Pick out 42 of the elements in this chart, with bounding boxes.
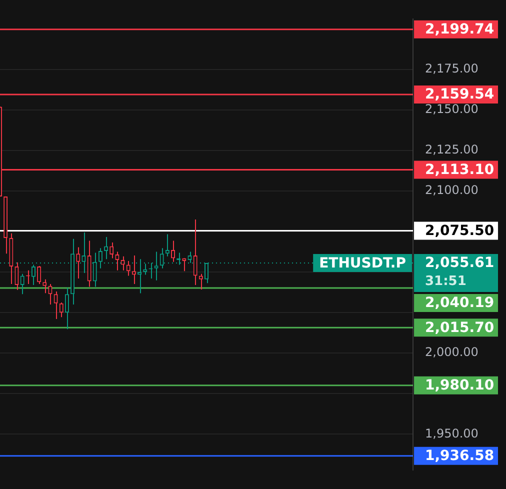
ref-line-label: 2,055.61 bbox=[425, 255, 494, 272]
y-tick-label: 2,100.00 bbox=[425, 183, 478, 198]
candlestick bbox=[42, 278, 47, 294]
ref-line-label: 2,113.10 bbox=[425, 162, 494, 178]
y-tick-label: 2,150.00 bbox=[425, 102, 478, 116]
ref-line-label: 2,040.19 bbox=[425, 295, 494, 312]
candlestick bbox=[193, 219, 198, 286]
y-tick-label: 1,950.00 bbox=[425, 426, 478, 440]
candlestick bbox=[48, 284, 52, 305]
candlestick bbox=[132, 255, 136, 285]
candlestick bbox=[171, 240, 176, 262]
ref-line-label: 2,199.74 bbox=[425, 21, 494, 38]
y-tick-label: 2,125.00 bbox=[425, 142, 478, 157]
candlestick bbox=[115, 251, 120, 271]
candlestick bbox=[104, 236, 108, 260]
candlestick bbox=[82, 232, 86, 274]
y-tick-label: 2,175.00 bbox=[425, 62, 478, 76]
ref-line-label: 2,159.54 bbox=[425, 86, 494, 103]
ref-line-label: 2,075.50 bbox=[425, 222, 494, 239]
candlestick bbox=[98, 248, 102, 269]
candlestick bbox=[37, 266, 42, 285]
candlestick bbox=[20, 273, 24, 295]
candlestick bbox=[198, 273, 203, 290]
annotation: ETHUSDT.P bbox=[319, 256, 406, 272]
text: 31:51 bbox=[425, 274, 466, 289]
candlestick bbox=[54, 291, 58, 320]
candlestick bbox=[120, 256, 125, 271]
ref-line-label: 1,980.10 bbox=[425, 377, 494, 394]
candlestick bbox=[14, 262, 19, 290]
ref-line-label: 1,936.58 bbox=[425, 448, 494, 464]
candlestick bbox=[154, 251, 158, 281]
candlestick bbox=[110, 242, 114, 259]
y-tick-label: 2,000.00 bbox=[425, 345, 478, 360]
candlestick bbox=[76, 246, 80, 280]
candlestick bbox=[126, 260, 130, 276]
candlestick bbox=[59, 302, 64, 318]
ref-line-label: 2,015.70 bbox=[425, 320, 494, 336]
candlestick bbox=[138, 258, 142, 294]
candlestick bbox=[87, 240, 92, 288]
candlestick bbox=[64, 287, 69, 330]
candlestick bbox=[165, 234, 170, 257]
candlestick bbox=[31, 264, 36, 286]
